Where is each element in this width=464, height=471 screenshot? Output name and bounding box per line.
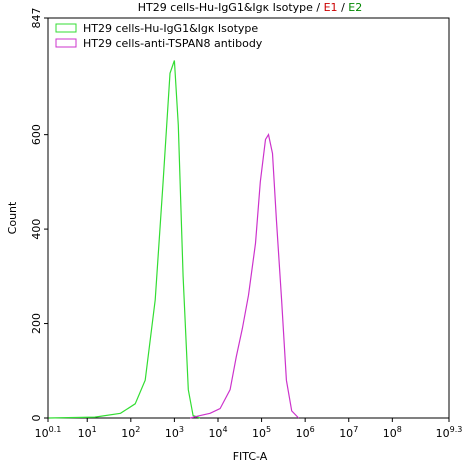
legend-label: HT29 cells-Hu-IgG1&Igκ Isotype bbox=[83, 22, 258, 35]
x-tick-base: 10 bbox=[35, 427, 49, 440]
x-tick-exponent: 0.1 bbox=[49, 425, 62, 434]
series-line bbox=[48, 60, 201, 419]
x-tick-label: 101 bbox=[78, 425, 97, 440]
x-tick-base: 10 bbox=[121, 427, 135, 440]
legend-label: HT29 cells-anti-TSPAN8 antibody bbox=[83, 37, 263, 50]
x-tick-label: 102 bbox=[121, 425, 140, 440]
x-tick-exponent: 1 bbox=[92, 425, 97, 434]
y-tick-label: 847 bbox=[30, 8, 43, 29]
x-tick-exponent: 3 bbox=[179, 425, 184, 434]
x-tick-exponent: 7 bbox=[353, 425, 358, 434]
x-tick-base: 10 bbox=[383, 427, 397, 440]
x-tick-exponent: 8 bbox=[397, 425, 402, 434]
y-tick-label: 400 bbox=[30, 219, 43, 240]
legend-swatch bbox=[55, 23, 77, 33]
y-tick-label: 200 bbox=[30, 313, 43, 334]
x-tick-base: 10 bbox=[296, 427, 310, 440]
x-tick-exponent: 4 bbox=[222, 425, 227, 434]
title-part: E2 bbox=[348, 1, 362, 14]
x-tick-label: 106 bbox=[296, 425, 315, 440]
title-part: HT29 cells-Hu-IgG1&Igκ Isotype bbox=[138, 1, 313, 14]
x-tick-exponent: 5 bbox=[266, 425, 271, 434]
x-tick-base: 10 bbox=[252, 427, 266, 440]
x-tick-base: 10 bbox=[165, 427, 179, 440]
chart-title: HT29 cells-Hu-IgG1&Igκ Isotype / E1 / E2 bbox=[138, 1, 362, 14]
x-tick-base: 10 bbox=[436, 427, 450, 440]
x-tick-base: 10 bbox=[339, 427, 353, 440]
title-part: E1 bbox=[324, 1, 338, 14]
x-axis-label: FITC-A bbox=[233, 450, 268, 463]
x-tick-label: 104 bbox=[208, 425, 227, 440]
legend-swatch bbox=[55, 38, 77, 48]
title-part: / bbox=[316, 1, 320, 14]
x-tick-base: 10 bbox=[78, 427, 92, 440]
x-tick-label: 103 bbox=[165, 425, 184, 440]
x-tick-label: 108 bbox=[383, 425, 402, 440]
series-line bbox=[189, 133, 300, 419]
x-tick-base: 10 bbox=[208, 427, 222, 440]
title-part: / bbox=[341, 1, 345, 14]
y-axis-label: Count bbox=[6, 201, 19, 234]
y-tick-label: 0 bbox=[30, 415, 43, 422]
plot-frame bbox=[47, 17, 450, 419]
x-tick-label: 107 bbox=[339, 425, 358, 440]
x-tick-label: 109.3 bbox=[436, 425, 463, 440]
x-tick-label: 100.1 bbox=[35, 425, 62, 440]
x-tick-exponent: 2 bbox=[135, 425, 140, 434]
x-tick-label: 105 bbox=[252, 425, 271, 440]
x-tick-exponent: 9.3 bbox=[450, 425, 463, 434]
x-tick-exponent: 6 bbox=[310, 425, 315, 434]
y-tick-label: 600 bbox=[30, 124, 43, 145]
